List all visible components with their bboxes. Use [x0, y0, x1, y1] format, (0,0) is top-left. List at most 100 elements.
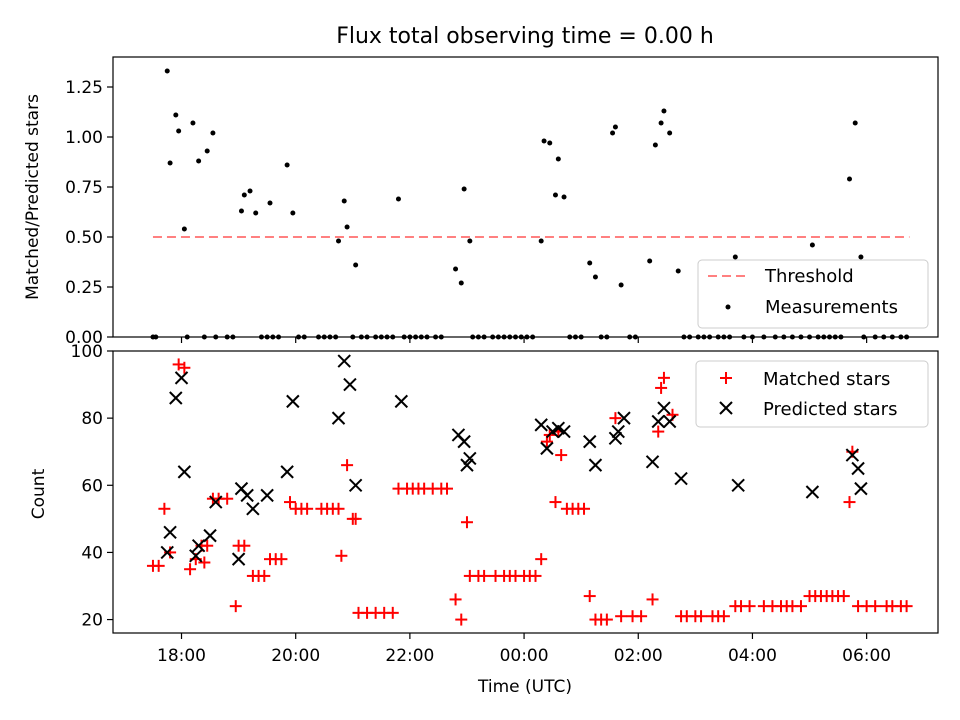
predicted-star-point [331, 411, 346, 425]
top-y-tick-label: 1.25 [65, 78, 103, 98]
measurement-point [547, 140, 553, 146]
predicted-star-point [540, 441, 554, 456]
predicted-star-point [160, 545, 174, 560]
measurement-point [241, 192, 247, 198]
measurement-point [353, 262, 359, 268]
legend-matched-swatch [720, 372, 732, 384]
measurement-point [587, 260, 593, 266]
legend-predicted-swatch [719, 401, 733, 415]
predicted-star-point [534, 418, 548, 432]
top-plot-frame [112, 56, 939, 338]
measurement-point [336, 238, 342, 244]
top-y-tick-label: 0.75 [65, 178, 103, 198]
bottom-legend: Matched stars Predicted stars [695, 360, 929, 428]
bottom-x-tick-label: 02:00 [614, 646, 663, 666]
predicted-star-point [854, 481, 868, 496]
measurement-point [247, 188, 253, 194]
predicted-star-point [343, 377, 357, 392]
predicted-star-point [845, 448, 860, 462]
predicted-star-point [286, 394, 300, 409]
bottom-plot-frame [112, 350, 939, 634]
bottom-x-tick-label: 00:00 [500, 646, 549, 666]
measurement-point [173, 112, 179, 118]
bottom-y-tick-label: 80 [81, 409, 103, 429]
matched-star-point [717, 610, 730, 623]
measurement-point [647, 258, 653, 264]
measurement-point [847, 176, 853, 182]
matched-stars-points [146, 358, 913, 626]
bottom-x-tick-label: 06:00 [842, 646, 891, 666]
predicted-star-point [280, 465, 294, 479]
measurement-point [267, 200, 273, 206]
matched-star-point [578, 502, 591, 515]
matched-star-point [695, 610, 708, 623]
bottom-x-tick-label: 22:00 [385, 646, 434, 666]
measurement-point [658, 120, 664, 126]
bottom-y-tick-label: 20 [81, 611, 103, 631]
measurement-point [612, 124, 618, 130]
measurement-point [190, 120, 196, 126]
matched-star-point [332, 502, 345, 515]
bottom-x-tick-label: 04:00 [728, 646, 777, 666]
predicted-star-point [583, 434, 597, 449]
predicted-star-point [460, 458, 474, 472]
legend-threshold-label: Threshold [764, 266, 854, 287]
matched-star-point [229, 600, 242, 613]
matched-star-point [301, 502, 314, 515]
measurement-point [196, 158, 202, 164]
matched-star-point [238, 539, 251, 552]
predicted-star-point [177, 465, 192, 479]
predicted-star-point [851, 461, 865, 476]
matched-star-point [837, 590, 850, 603]
predicted-star-point [463, 451, 477, 466]
top-legend: Threshold Measurements [697, 259, 929, 329]
predicted-star-point [662, 414, 677, 429]
measurement-point [858, 254, 864, 260]
bottom-y-axis-label: Count [29, 468, 49, 519]
top-y-tick-label: 1.00 [65, 128, 103, 148]
measurement-point [732, 254, 738, 260]
predicted-star-point [611, 424, 625, 439]
measurement-point [290, 210, 296, 216]
matched-star-point [900, 600, 913, 613]
matched-star-point [794, 600, 807, 613]
predicted-star-point [169, 391, 183, 405]
measurement-point [395, 196, 401, 202]
matched-star-point [152, 559, 165, 572]
matched-star-point [869, 600, 882, 613]
matched-star-point [615, 610, 628, 623]
predicted-star-point [189, 549, 203, 563]
matched-star-point [184, 563, 197, 576]
matched-star-point [198, 556, 211, 569]
top-y-axis-label: Matched/Predicted stars [23, 94, 43, 300]
predicted-star-point [240, 488, 254, 503]
matched-star-point [221, 492, 234, 505]
measurement-point [467, 238, 473, 244]
predicted-star-point [731, 478, 745, 492]
predicted-star-point [457, 434, 471, 449]
predicted-star-point [231, 552, 246, 566]
predicted-stars-points [160, 354, 868, 566]
bottom-x-axis: 18:00 20:00 22:00 00:00 02:00 04:00 06:00 [157, 633, 891, 666]
predicted-star-point [805, 485, 820, 499]
measurement-point [667, 130, 673, 136]
predicted-star-point [260, 488, 274, 503]
legend-predicted-label: Predicted stars [763, 399, 897, 420]
measurement-point [675, 268, 681, 274]
matched-star-point [529, 569, 542, 582]
predicted-star-point [203, 528, 217, 543]
top-y-axis: 0.00 0.25 0.50 0.75 1.00 1.25 [65, 78, 113, 348]
measurement-point [652, 142, 658, 148]
predicted-star-point [348, 478, 363, 492]
predicted-star-point [651, 414, 665, 429]
measurement-point [341, 198, 347, 204]
measurement-point [238, 208, 244, 214]
measurement-point [618, 282, 624, 288]
measurement-point [592, 274, 598, 280]
predicted-star-point [657, 401, 671, 415]
measurement-point [555, 156, 561, 162]
measurement-point [541, 138, 547, 144]
predicted-star-point [394, 394, 409, 409]
measurement-point [453, 266, 459, 272]
